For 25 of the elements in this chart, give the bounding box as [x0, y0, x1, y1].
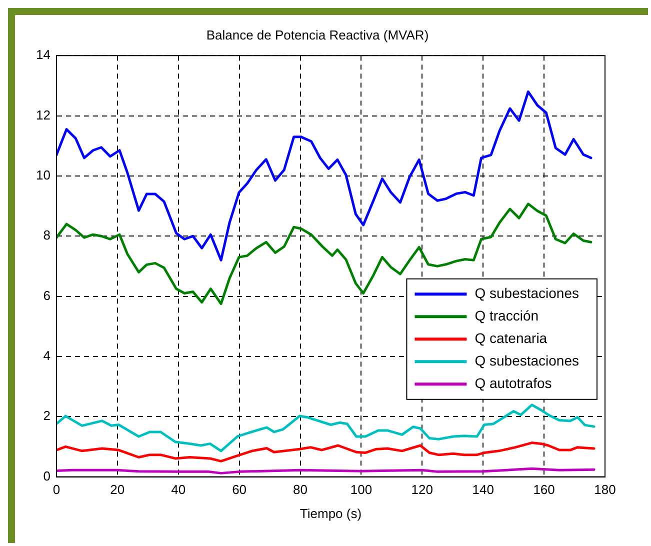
y-tick-label: 2	[43, 408, 50, 424]
x-tick-label: 20	[110, 482, 125, 498]
x-tick-label: 100	[350, 482, 372, 498]
x-axis-title: Tiempo (s)	[300, 506, 362, 521]
x-tick-label: 40	[171, 482, 186, 498]
y-tick-label: 0	[43, 468, 50, 484]
x-tick-label: 60	[232, 482, 247, 498]
x-tick-label: 0	[52, 482, 60, 498]
legend-label: Q subestaciones	[474, 284, 580, 301]
x-tick-label: 180	[594, 482, 616, 498]
legend-label: Q tracción	[474, 307, 539, 324]
x-tick-label: 140	[472, 482, 494, 498]
legend-label: Q catenaria	[474, 330, 548, 346]
x-tick-label: 120	[411, 482, 434, 498]
legend-label: Q autotrafos	[474, 374, 552, 391]
x-tick-label: 80	[293, 482, 308, 498]
y-tick-label: 6	[43, 288, 50, 303]
legend-label: Q subestaciones	[474, 352, 580, 368]
y-tick-label: 14	[36, 47, 50, 62]
y-tick-label: 4	[43, 348, 50, 364]
chart-title: Balance de Potencia Reactiva (MVAR)	[206, 27, 429, 42]
y-tick-label: 10	[36, 168, 50, 183]
x-tick-label: 160	[533, 482, 555, 498]
y-tick-label: 12	[36, 107, 50, 122]
y-tick-label: 8	[43, 228, 50, 243]
